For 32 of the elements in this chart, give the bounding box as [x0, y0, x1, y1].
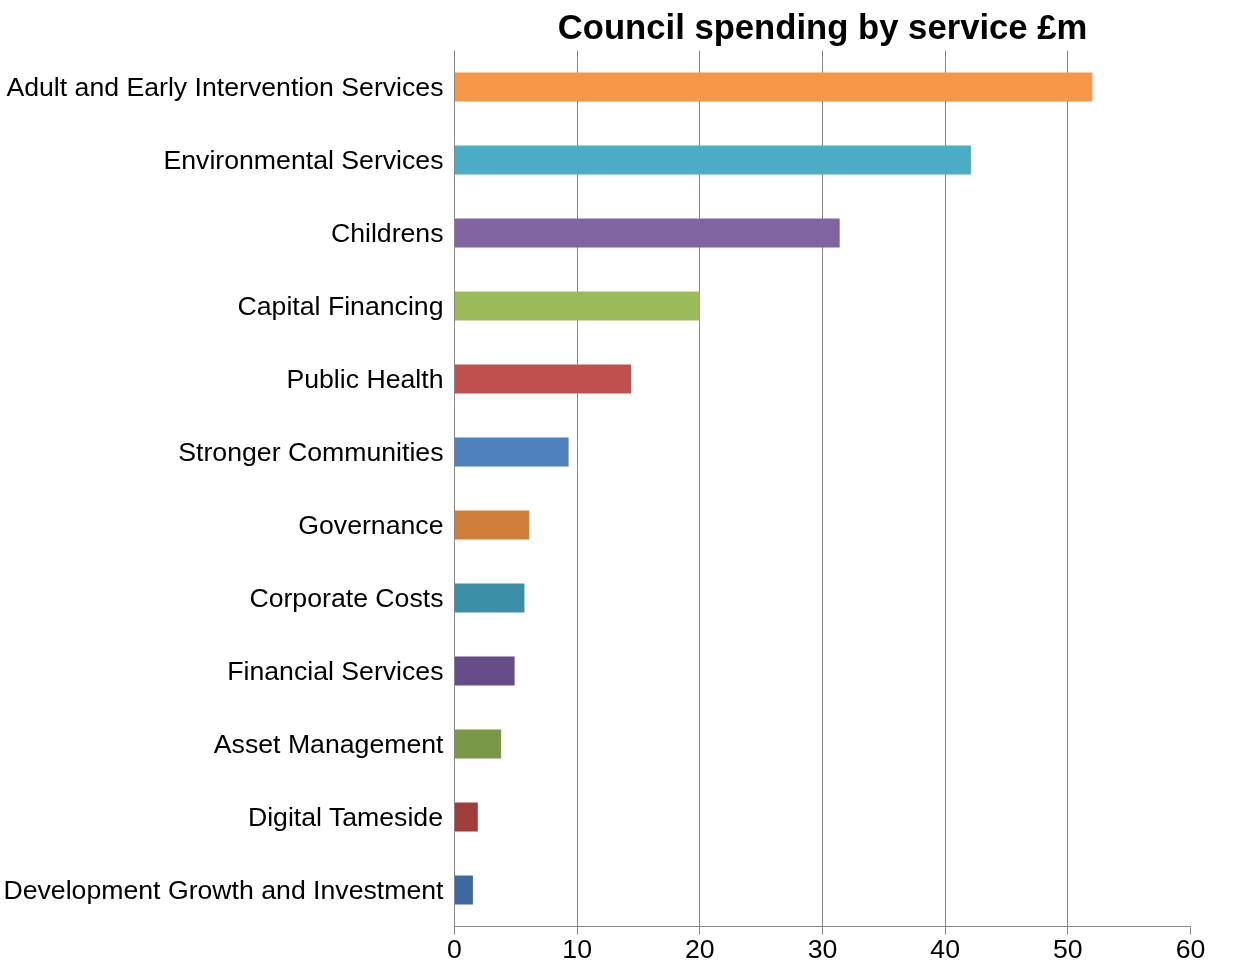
- y-tick-label: Public Health: [286, 364, 444, 394]
- x-tick-label: 10: [562, 933, 592, 964]
- y-tick-label: Stronger Communities: [178, 437, 444, 467]
- bar: [454, 729, 502, 759]
- x-tick-label: 0: [447, 933, 462, 964]
- y-tick-label: Corporate Costs: [249, 583, 444, 613]
- x-tick-label: 60: [1175, 933, 1206, 964]
- bar: [454, 875, 473, 905]
- y-tick-label: Capital Financing: [237, 291, 444, 321]
- x-tick-label: 50: [1053, 933, 1083, 964]
- bar: [454, 291, 700, 321]
- bar: [454, 218, 840, 248]
- y-tick-label: Financial Services: [227, 656, 444, 686]
- x-tick-label: 20: [685, 933, 715, 964]
- bar: [454, 437, 569, 467]
- bar: [454, 583, 525, 613]
- y-tick-label: Development Growth and Investment: [3, 875, 445, 905]
- y-tick-label: Asset Management: [213, 729, 445, 759]
- y-tick-label: Childrens: [330, 218, 444, 248]
- bar: [454, 145, 971, 175]
- bar: [454, 72, 1093, 102]
- bar: [454, 510, 530, 540]
- bar: [454, 364, 632, 394]
- chart-title: Council spending by service £m: [557, 7, 1088, 46]
- bar: [454, 656, 515, 686]
- y-tick-label: Adult and Early Intervention Services: [6, 72, 444, 102]
- y-tick-label: Governance: [298, 510, 444, 540]
- bar: [454, 802, 478, 832]
- x-tick-label: 40: [930, 933, 960, 964]
- x-tick-label: 30: [807, 933, 838, 964]
- y-tick-label: Digital Tameside: [247, 802, 444, 832]
- y-tick-label: Environmental Services: [163, 145, 444, 175]
